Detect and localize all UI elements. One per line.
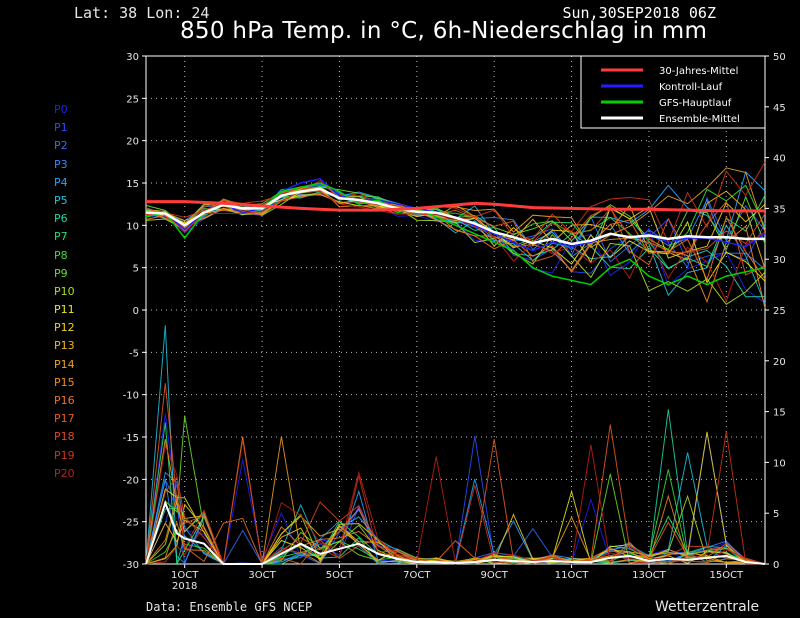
- member-label-p6: P6: [54, 212, 68, 226]
- y-left-tick-label: 15: [126, 179, 139, 190]
- x-tick-label: 15OCT: [709, 570, 744, 581]
- member-precip-line-p1: [145, 432, 766, 565]
- y-right-tick-label: 25: [773, 306, 786, 317]
- y-left-tick-label: 0: [133, 306, 139, 317]
- member-precip-line-p16: [145, 495, 766, 565]
- member-temp-line-p20: [145, 190, 766, 303]
- y-right-tick-label: 50: [773, 52, 786, 63]
- member-list: P0 P1 P2 P3 P4 P5 P6 P7 P8 P9 P10 P11 P12 P13 P14 P15 P1…: [54, 101, 75, 483]
- member-label-p7: P7: [54, 230, 68, 244]
- y-left-tick-label: 20: [126, 137, 139, 148]
- x-tick-sublabel: 2018: [172, 581, 197, 592]
- x-tick-label: 7OCT: [403, 570, 431, 581]
- member-temp-line-p19: [145, 161, 766, 244]
- member-temp-line-p11: [145, 194, 766, 284]
- member-label-p15: P15: [54, 375, 75, 389]
- location-label: Lat: 38 Lon: 24: [74, 4, 210, 22]
- y-right-tick-label: 40: [773, 154, 786, 165]
- member-label-p10: P10: [54, 284, 75, 298]
- y-left-tick-label: 25: [126, 94, 139, 105]
- member-label-p20: P20: [54, 466, 75, 480]
- member-label-p1: P1: [54, 121, 68, 135]
- y-left-tick-label: -15: [123, 433, 139, 444]
- x-tick-label: 1OCT: [171, 570, 199, 581]
- member-precip-line-p7: [145, 422, 766, 566]
- y-right-tick-label: 15: [773, 408, 786, 419]
- y-left-tick-label: 30: [126, 52, 139, 63]
- temp-series-ensemble-mittel: [145, 187, 765, 246]
- chart-title: 850 hPa Temp. in °C, 6h-Niederschlag in …: [180, 18, 708, 44]
- run-date-label: Sun,30SEP2018 06Z: [562, 4, 716, 22]
- member-label-p8: P8: [54, 248, 68, 262]
- y-left-tick-label: -5: [129, 348, 139, 359]
- member-precip-line-p12: [145, 431, 766, 565]
- member-label-p19: P19: [54, 448, 75, 462]
- y-left-tick-label: -20: [123, 475, 139, 486]
- member-label-p2: P2: [54, 139, 68, 153]
- y-right-tick-label: 35: [773, 204, 786, 215]
- member-label-p4: P4: [54, 175, 68, 189]
- legend-box: [580, 55, 766, 129]
- precip-series-ensemble-mittel: [145, 499, 766, 565]
- y-right-tick-label: 0: [773, 560, 779, 571]
- y-right-tick-label: 10: [773, 458, 786, 469]
- member-label-p17: P17: [54, 412, 75, 426]
- y-right-tick-label: 30: [773, 255, 786, 266]
- member-label-p13: P13: [54, 339, 75, 353]
- x-tick-label: 5OCT: [326, 570, 354, 581]
- legend-label: GFS-Hauptlauf: [659, 98, 732, 109]
- member-precip-line-p8: [145, 469, 766, 565]
- x-tick-label: 9OCT: [481, 570, 509, 581]
- temp-series-30-jahres-mittel: [146, 200, 765, 213]
- y-left-tick-label: -10: [123, 391, 139, 402]
- y-left-tick-label: 5: [133, 264, 139, 275]
- y-left-tick-label: 10: [126, 221, 139, 232]
- member-precip-line-p19: [145, 431, 766, 566]
- legend-label: Kontroll-Lauf: [659, 82, 723, 93]
- y-right-tick-label: 5: [773, 509, 779, 520]
- member-label-p11: P11: [54, 303, 75, 317]
- member-precip-line-p14: [145, 436, 766, 565]
- brand-label: Wetterzentrale: [655, 599, 760, 615]
- data-source: Data: Ensemble GFS NCEP: [146, 600, 313, 614]
- x-tick-label: 13OCT: [632, 570, 667, 581]
- member-label-p0: P0: [54, 103, 68, 116]
- member-label-p16: P16: [54, 394, 75, 407]
- x-tick-label: 11OCT: [555, 570, 590, 581]
- member-precip-lines: [145, 325, 766, 566]
- member-label-p5: P5: [54, 193, 68, 207]
- member-label-p3: P3: [54, 157, 68, 171]
- y-left-tick-label: -30: [123, 560, 139, 571]
- member-lines: [145, 161, 766, 309]
- y-right-tick-label: 20: [773, 357, 786, 368]
- y-left-tick-label: -25: [123, 518, 139, 529]
- member-label-p18: P18: [54, 430, 75, 444]
- member-label-p12: P12: [54, 321, 75, 335]
- member-label-p14: P14: [54, 357, 75, 371]
- y-right-tick-label: 45: [773, 103, 786, 114]
- legend-label: Ensemble-Mittel: [659, 114, 740, 125]
- x-tick-label: 3OCT: [248, 570, 276, 581]
- member-label-p9: P9: [54, 266, 68, 280]
- legend-label: 30-Jahres-Mittel: [659, 66, 738, 77]
